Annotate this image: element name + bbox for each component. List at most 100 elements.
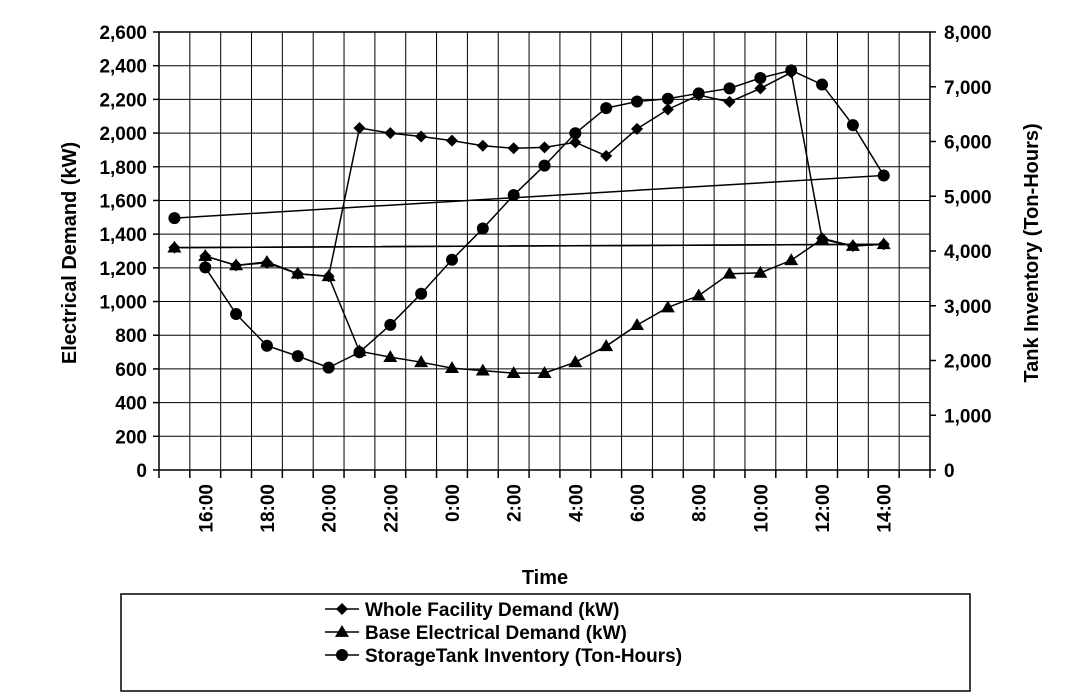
x-tick-label: 12:00 bbox=[813, 484, 834, 533]
y-right-tick-label: 0 bbox=[944, 461, 955, 482]
y-left-tick-label: 600 bbox=[115, 360, 147, 381]
data-point-diamond bbox=[507, 142, 520, 155]
data-point-circle bbox=[723, 82, 736, 95]
data-point-circle bbox=[631, 95, 644, 108]
legend-marker-triangle bbox=[335, 625, 349, 637]
data-point-circle bbox=[476, 222, 489, 235]
data-point-triangle bbox=[660, 300, 675, 313]
y-right-tick-label: 6,000 bbox=[944, 133, 992, 154]
data-point-triangle bbox=[876, 237, 891, 250]
data-point-triangle bbox=[630, 318, 645, 331]
data-point-triangle bbox=[691, 288, 706, 301]
data-point-diamond bbox=[353, 122, 366, 135]
data-point-circle bbox=[291, 350, 304, 363]
data-point-triangle bbox=[506, 366, 521, 379]
data-point-circle bbox=[415, 287, 428, 300]
legend-label: Base Electrical Demand (kW) bbox=[365, 623, 627, 644]
data-point-triangle bbox=[568, 355, 583, 368]
legend-label: StorageTank Inventory (Ton-Hours) bbox=[365, 646, 682, 667]
data-point-circle bbox=[230, 307, 243, 320]
x-tick-label: 8:00 bbox=[690, 484, 711, 522]
data-point-diamond bbox=[476, 139, 489, 152]
legend-box bbox=[120, 593, 971, 692]
data-point-circle bbox=[384, 318, 397, 331]
x-tick-label: 10:00 bbox=[751, 484, 772, 533]
data-point-triangle bbox=[784, 253, 799, 266]
data-point-triangle bbox=[537, 366, 552, 379]
data-point-diamond bbox=[445, 134, 458, 147]
data-point-circle bbox=[785, 64, 798, 77]
y-left-tick-label: 800 bbox=[115, 326, 147, 347]
legend: Whole Facility Demand (kW)Base Electrica… bbox=[120, 593, 971, 692]
y-right-tick-label: 1,000 bbox=[944, 406, 992, 427]
data-point-diamond bbox=[415, 130, 428, 143]
data-point-triangle bbox=[815, 232, 830, 245]
legend-marker-diamond bbox=[336, 603, 348, 615]
data-point-triangle bbox=[229, 258, 244, 271]
y-left-tick-label: 2,400 bbox=[99, 57, 147, 78]
data-point-circle bbox=[569, 127, 582, 140]
y-left-tick-label: 1,800 bbox=[99, 158, 147, 179]
axes bbox=[153, 31, 936, 478]
x-tick-label: 2:00 bbox=[505, 484, 526, 522]
y-right-tick-label: 8,000 bbox=[944, 23, 992, 44]
x-axis-title: Time bbox=[522, 567, 568, 589]
tick-labels: 0 200 400 600 800 1,000 1,200 1,400 1,600 1,800 2,… bbox=[99, 23, 991, 533]
y-right-tick-label: 3,000 bbox=[944, 297, 992, 318]
data-point-circle bbox=[507, 189, 520, 202]
data-point-triangle bbox=[414, 355, 429, 368]
x-tick-label: 14:00 bbox=[875, 484, 896, 533]
y-left-tick-label: 400 bbox=[115, 394, 147, 415]
data-point-diamond bbox=[661, 103, 674, 116]
data-point-diamond bbox=[538, 141, 551, 154]
y-right-tick-label: 5,000 bbox=[944, 187, 992, 208]
y-left-tick-label: 1,600 bbox=[99, 191, 147, 212]
y-left-tick-label: 1,400 bbox=[99, 225, 147, 246]
data-point-triangle bbox=[444, 361, 459, 373]
y-left-tick-label: 0 bbox=[136, 461, 147, 482]
data-point-triangle bbox=[198, 249, 213, 261]
y-left-tick-label: 2,200 bbox=[99, 90, 147, 111]
data-point-circle bbox=[754, 71, 767, 84]
x-tick-label: 6:00 bbox=[628, 484, 649, 522]
y-left-tick-label: 2,600 bbox=[99, 23, 147, 44]
data-point-circle bbox=[445, 253, 458, 266]
data-point-circle bbox=[816, 78, 829, 91]
data-point-circle bbox=[846, 119, 859, 132]
data-point-circle bbox=[600, 102, 613, 115]
data-point-diamond bbox=[723, 95, 736, 108]
y-left-tick-label: 200 bbox=[115, 427, 147, 448]
x-tick-label: 20:00 bbox=[320, 484, 341, 533]
data-point-triangle bbox=[599, 339, 614, 352]
data-point-triangle bbox=[321, 269, 336, 282]
data-point-triangle bbox=[259, 254, 274, 267]
y-right-tick-label: 7,000 bbox=[944, 78, 992, 99]
data-point-circle bbox=[661, 92, 674, 105]
y-left-tick-label: 2,000 bbox=[99, 124, 147, 145]
data-point-diamond bbox=[384, 127, 397, 140]
data-point-triangle bbox=[845, 238, 860, 251]
data-point-circle bbox=[322, 361, 335, 374]
data-point-triangle bbox=[475, 363, 490, 376]
x-tick-label: 4:00 bbox=[566, 484, 587, 522]
x-tick-label: 16:00 bbox=[196, 484, 217, 533]
data-point-triangle bbox=[753, 265, 768, 278]
y-axis-left-title: Electrical Demand (kW) bbox=[59, 142, 81, 364]
legend-label: Whole Facility Demand (kW) bbox=[365, 600, 619, 621]
data-point-triangle bbox=[722, 266, 737, 279]
data-point-circle bbox=[353, 346, 366, 359]
data-point-diamond bbox=[631, 122, 644, 135]
data-point-triangle bbox=[290, 266, 305, 279]
y-left-tick-label: 1,200 bbox=[99, 259, 147, 280]
x-tick-label: 0:00 bbox=[443, 484, 464, 522]
data-point-diamond bbox=[600, 149, 613, 162]
y-left-tick-label: 1,000 bbox=[99, 293, 147, 314]
data-point-diamond bbox=[754, 82, 767, 95]
grid-lines bbox=[159, 31, 930, 470]
data-point-circle bbox=[199, 261, 212, 274]
legend-marker-circle bbox=[336, 649, 348, 661]
y-right-tick-label: 2,000 bbox=[944, 352, 992, 373]
data-point-diamond bbox=[569, 136, 582, 149]
y-right-tick-label: 4,000 bbox=[944, 242, 992, 263]
